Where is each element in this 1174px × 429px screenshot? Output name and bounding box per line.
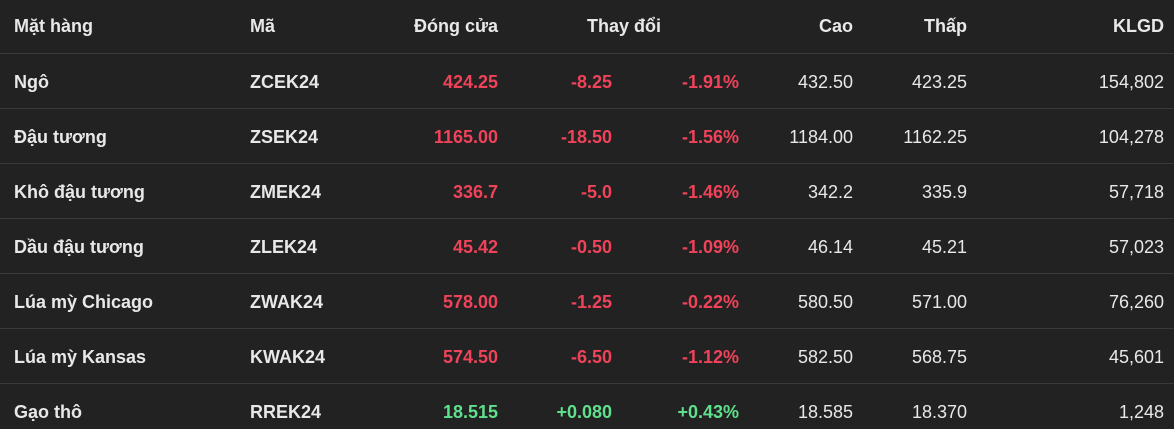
row-separator [0,328,1174,329]
low: 45.21 [921,237,967,257]
close-price: 578.00 [442,292,498,312]
commodity-name: Lúa mỳ Kansas [14,347,147,367]
commodity-name: Dầu đậu tương [14,237,144,257]
volume: 57,023 [1108,237,1164,257]
change: +0.080 [556,402,612,422]
low: 335.9 [921,182,967,202]
change-percent: -0.22% [681,292,739,312]
volume: 154,802 [1098,72,1164,92]
column-header: Mặt hàng [14,16,93,36]
change-percent: -1.09% [681,237,739,257]
high: 46.14 [807,237,853,257]
close-price: 574.50 [442,347,498,367]
volume: 1,248 [1118,402,1164,422]
row-separator [0,218,1174,219]
high: 18.585 [797,402,853,422]
column-header: Đóng cửa [413,16,498,36]
symbol: KWAK24 [250,347,326,367]
symbol: ZCEK24 [250,72,320,92]
low: 18.370 [911,402,967,422]
column-header: Thay đổi [586,16,661,36]
symbol: RREK24 [250,402,322,422]
high: 580.50 [797,292,853,312]
high: 582.50 [797,347,853,367]
row-separator [0,53,1174,54]
change: -1.25 [570,292,612,312]
volume: 104,278 [1098,127,1164,147]
row-separator [0,108,1174,109]
column-header: Cao [818,16,853,36]
row-separator [0,273,1174,274]
high: 432.50 [797,72,853,92]
commodity-name: Lúa mỳ Chicago [14,292,154,312]
change-percent: -1.46% [681,182,739,202]
change: -8.25 [570,72,612,92]
volume: 76,260 [1108,292,1164,312]
high: 342.2 [807,182,853,202]
change: -5.0 [580,182,612,202]
low: 568.75 [911,347,967,367]
close-price: 424.25 [442,72,498,92]
change-percent: -1.56% [681,127,739,147]
low: 1162.25 [903,127,967,147]
column-header: KLGD [1113,16,1164,36]
change-percent: -1.12% [681,347,739,367]
symbol: ZMEK24 [250,182,322,202]
row-separator [0,383,1174,384]
row-separator [0,163,1174,164]
change: -18.50 [560,127,612,147]
close-price: 45.42 [452,237,498,257]
change: -6.50 [570,347,612,367]
symbol: ZWAK24 [250,292,324,312]
column-header: Mã [250,16,276,36]
commodity-name: Đậu tương [14,127,107,147]
symbol: ZSEK24 [250,127,319,147]
column-header: Thấp [924,16,967,36]
close-price: 18.515 [442,402,498,422]
volume: 45,601 [1108,347,1164,367]
low: 423.25 [911,72,967,92]
close-price: 336.7 [452,182,498,202]
commodity-name: Ngô [14,72,49,92]
high: 1184.00 [789,127,853,147]
symbol: ZLEK24 [250,237,318,257]
commodity-name: Gạo thô [14,402,82,422]
close-price: 1165.00 [433,127,498,147]
commodity-name: Khô đậu tương [14,182,145,202]
change-percent: -1.91% [681,72,739,92]
change: -0.50 [570,237,612,257]
low: 571.00 [911,292,967,312]
change-percent: +0.43% [677,402,739,422]
volume: 57,718 [1108,182,1164,202]
